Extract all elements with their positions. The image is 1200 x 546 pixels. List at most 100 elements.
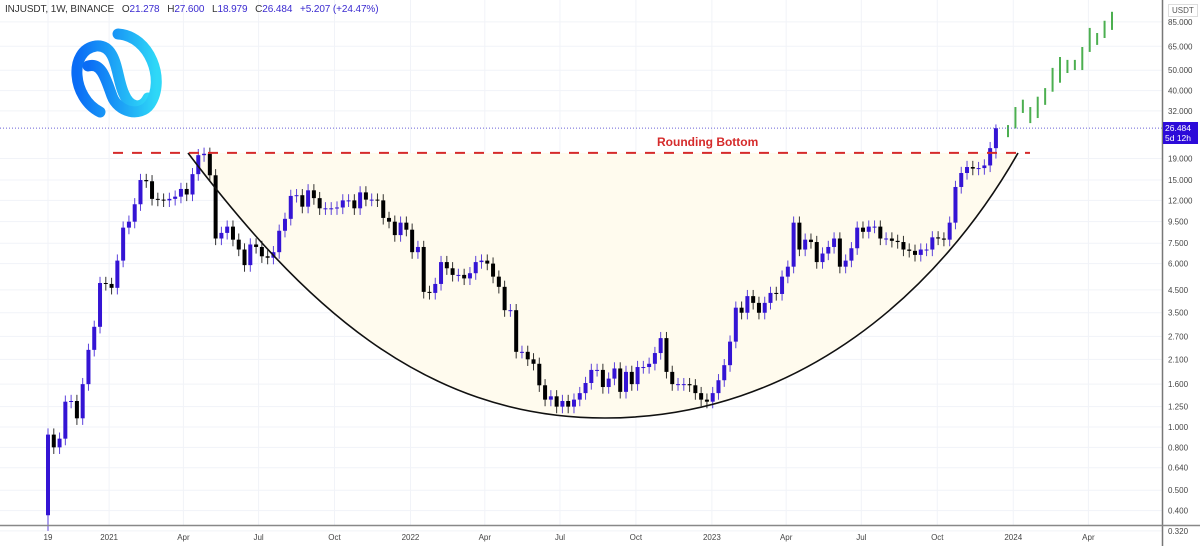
candle-down [207, 153, 212, 176]
price-tick-label: 0.400 [1168, 507, 1189, 516]
candle-up [959, 173, 964, 187]
candle-up [993, 128, 998, 149]
currency-unit-button[interactable]: USDT [1168, 4, 1198, 17]
candle-down [895, 240, 900, 243]
time-tick-label: Jul [856, 533, 866, 542]
candle-up [947, 222, 952, 240]
candle-up [716, 380, 721, 394]
candle-up [479, 260, 484, 263]
candle-up [167, 198, 172, 201]
candle-up [583, 383, 588, 394]
price-tick-label: 7.500 [1168, 239, 1189, 248]
price-tick-label: 1.250 [1168, 403, 1189, 412]
candle-up [126, 221, 131, 228]
candle-down [103, 282, 108, 284]
candle-up [803, 239, 808, 250]
candle-down [155, 198, 160, 200]
candle-up [519, 351, 524, 353]
candle-down [600, 369, 605, 388]
candle-up [762, 302, 767, 313]
candle-down [797, 222, 802, 250]
candle-down [913, 250, 917, 255]
candle-up [398, 222, 403, 236]
candle-up [641, 367, 646, 369]
candle-down [941, 238, 946, 240]
candle-down [444, 262, 449, 269]
price-tick-label: 65.000 [1168, 42, 1193, 51]
candle-up [439, 262, 444, 284]
candle-up [369, 199, 374, 201]
candle-down [664, 338, 669, 372]
candle-up [288, 195, 293, 219]
candle-down [410, 229, 415, 253]
candle-down [860, 227, 865, 232]
time-scale[interactable]: 19 2021 Apr Jul Oct 2022 Apr Jul Oct 2023 Apr Jul Oc… [44, 533, 1095, 542]
candle-up [791, 222, 796, 267]
candle-down [300, 195, 305, 207]
candle-down [392, 221, 397, 236]
price-tick-label: 85.000 [1168, 18, 1193, 27]
time-tick-label: Oct [630, 533, 643, 542]
candle-up [196, 155, 201, 175]
price-tick-label: 50.000 [1168, 66, 1193, 75]
candle-down [878, 226, 883, 239]
candle-up [571, 399, 576, 407]
candle-up [335, 207, 339, 209]
candle-up [612, 368, 617, 379]
symbol-legend: INJUSDT, 1W, BINANCE O21.278 H27.600 L18… [5, 4, 383, 15]
candle-up [710, 393, 715, 402]
candle-down [387, 217, 392, 222]
candles [46, 124, 998, 531]
injective-logo [71, 28, 162, 118]
candle-up [98, 282, 103, 327]
candle-up [820, 253, 825, 263]
candle-up [178, 188, 183, 197]
time-tick-label: Jul [555, 533, 565, 542]
candle-down [450, 268, 455, 275]
high-label: H [167, 4, 175, 15]
candle-down [543, 385, 548, 400]
price-tick-label: 1.000 [1168, 423, 1189, 432]
candle-up [508, 310, 513, 312]
candle-up [282, 218, 287, 231]
candle-up [647, 363, 652, 368]
candle-down [704, 399, 709, 402]
price-tick-label: 0.320 [1168, 527, 1189, 536]
price-tick-label: 2.100 [1168, 355, 1189, 364]
time-tick-label: 2024 [1004, 533, 1022, 542]
price-tick-label: 19.000 [1168, 154, 1193, 163]
price-tick-label: 1.600 [1168, 380, 1189, 389]
candle-up [415, 246, 420, 253]
candle-up [225, 226, 230, 233]
bar-countdown: 5d 12h [1165, 133, 1191, 143]
price-tick-label: 2.700 [1168, 332, 1189, 341]
candle-up [69, 400, 74, 402]
candle-down [236, 239, 241, 250]
candle-up [832, 238, 837, 247]
candle-down [184, 188, 189, 195]
candle-up [323, 208, 328, 210]
price-tick-label: 9.500 [1168, 218, 1189, 227]
candle-up [652, 353, 657, 364]
candle-down [936, 237, 941, 239]
time-tick-label: 2023 [703, 533, 721, 542]
candle-up [745, 296, 750, 313]
candle-up [138, 180, 143, 205]
candle-up [467, 273, 472, 279]
candle-down [311, 190, 316, 199]
candle-down [618, 368, 623, 392]
candle-up [722, 365, 727, 381]
candle-down [901, 242, 906, 250]
price-tick-label: 40.000 [1168, 87, 1193, 96]
candle-down [265, 256, 270, 258]
rounding-bottom-curve [187, 152, 1019, 419]
candle-down [907, 249, 912, 251]
time-tick-label: Apr [1082, 533, 1095, 542]
candle-down [889, 238, 894, 241]
candle-up [976, 168, 981, 170]
candle-up [121, 227, 126, 261]
symbol-info: INJUSDT, 1W, BINANCE [5, 4, 115, 15]
candle-up [329, 208, 334, 210]
price-scale[interactable]: 85.000 65.000 50.000 40.000 32.000 19.000 15.0… [1168, 18, 1193, 536]
